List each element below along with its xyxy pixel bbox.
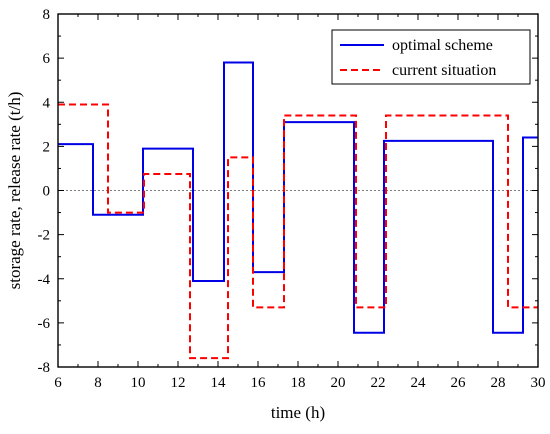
x-tick-label: 8 — [94, 375, 102, 391]
x-tick-label: 10 — [131, 375, 146, 391]
y-tick-label: -4 — [38, 272, 51, 288]
series-line-current-situation — [58, 103, 538, 360]
x-tick-label: 12 — [171, 375, 186, 391]
x-tick-label: 28 — [491, 375, 506, 391]
legend: optimal scheme current situation — [331, 29, 531, 85]
legend-label-current-situation: current situation — [392, 62, 496, 79]
series-layer — [58, 61, 538, 360]
x-tick-label: 18 — [291, 375, 306, 391]
y-tick-label: 6 — [43, 51, 51, 67]
x-tick-label: 6 — [54, 375, 62, 391]
y-axis-title: storage rate, release rate (t/h) — [5, 92, 24, 290]
y-tick-label: 4 — [43, 95, 51, 111]
legend-box — [331, 29, 531, 85]
x-tick-label: 26 — [451, 375, 467, 391]
x-tick-label: 20 — [331, 375, 346, 391]
x-tick-label: 24 — [411, 375, 427, 391]
series-line-optimal-scheme — [58, 61, 538, 334]
y-tick-label: -8 — [38, 360, 51, 376]
y-tick-label: 8 — [43, 7, 51, 23]
x-tick-label: 22 — [371, 375, 386, 391]
x-tick-label: 16 — [251, 375, 267, 391]
y-tick-label: -2 — [38, 228, 51, 244]
y-tick-label: 0 — [43, 184, 51, 200]
y-axis: -8 -6 -4 -2 0 2 4 6 8 — [38, 7, 538, 376]
x-axis: 6 8 10 12 14 16 18 20 22 24 26 28 30 — [54, 14, 546, 391]
x-axis-title: time (h) — [271, 403, 325, 422]
x-tick-label: 30 — [531, 375, 546, 391]
legend-label-optimal-scheme: optimal scheme — [392, 37, 493, 54]
y-tick-label: -6 — [38, 316, 51, 332]
x-tick-label: 14 — [211, 375, 227, 391]
y-tick-label: 2 — [43, 139, 51, 155]
